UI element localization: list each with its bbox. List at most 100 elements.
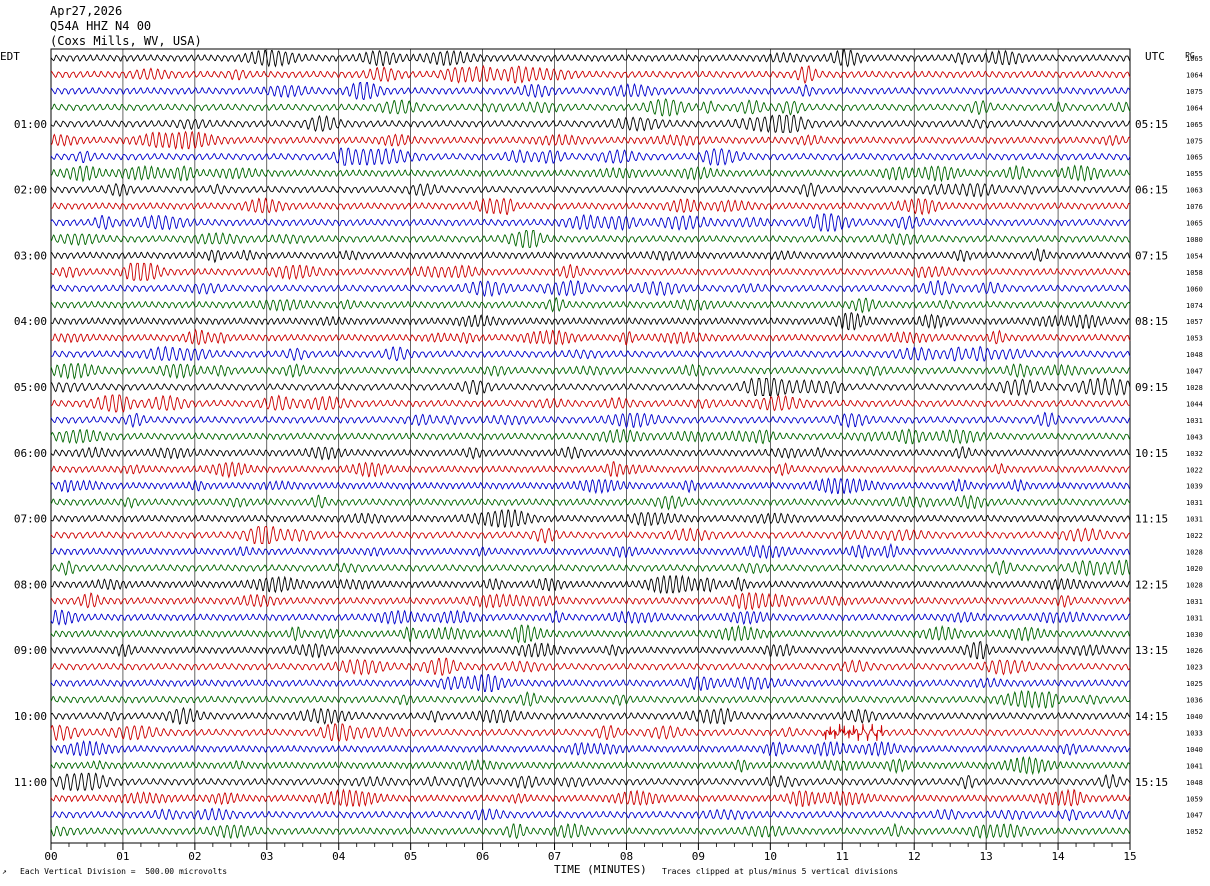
seismic-trace: [50, 428, 1131, 445]
trace-value-label: 1039: [1186, 483, 1203, 491]
plot-frame: [50, 48, 1131, 844]
trace-value-label: 1080: [1186, 236, 1203, 244]
right-hour-label: 07:15: [1135, 249, 1168, 262]
pg-label: PG: [1185, 51, 1195, 60]
left-hour-label: 03:00: [14, 249, 47, 262]
x-tick-label: 06: [476, 850, 489, 863]
seismic-trace: [50, 411, 1131, 429]
trace-value-label: 1026: [1186, 647, 1203, 655]
seismic-trace: [50, 114, 1131, 134]
seismic-trace: [50, 197, 1131, 216]
right-hour-label: 15:15: [1135, 776, 1168, 789]
left-hour-label: 02:00: [14, 184, 47, 197]
label-group: 00 01 02 03 04 05 06 07 08 09 10 11 12 13 14 15 1065 1064…: [14, 55, 1203, 863]
seismic-trace: [50, 182, 1131, 198]
trace-value-label: 1022: [1186, 532, 1203, 540]
seismic-trace: [50, 689, 1131, 709]
clip-note: Traces clipped at plus/minus 5 vertical …: [662, 867, 899, 876]
seismic-trace: [50, 345, 1131, 362]
seismic-trace: [50, 624, 1131, 644]
seismic-trace: [50, 494, 1131, 511]
x-tick-label: 09: [692, 850, 705, 863]
trace-value-label: 1063: [1186, 187, 1203, 195]
trace-value-label: 1031: [1186, 499, 1203, 507]
x-tick-label: 02: [188, 850, 201, 863]
left-hour-label: 04:00: [14, 315, 47, 328]
chart-date: Apr27,2026: [50, 4, 123, 18]
trace-value-label: 1047: [1186, 368, 1203, 376]
trace-value-label: 1057: [1186, 318, 1203, 326]
trace-value-label: 1031: [1186, 598, 1203, 606]
seismic-trace: [50, 213, 1131, 233]
left-hour-label: 09:00: [14, 644, 47, 657]
left-hour-label: 07:00: [14, 513, 47, 526]
seismic-trace: [50, 230, 1131, 249]
left-hour-label: 01:00: [14, 118, 47, 131]
seismic-trace: [50, 48, 1131, 68]
left-hour-label: 11:00: [14, 776, 47, 789]
right-hour-label: 10:15: [1135, 447, 1168, 460]
trace-value-label: 1059: [1186, 795, 1203, 803]
seismic-trace: [50, 164, 1131, 183]
x-tick-label: 14: [1051, 850, 1065, 863]
right-hour-label: 09:15: [1135, 381, 1168, 394]
seismic-trace: [50, 559, 1131, 577]
seismic-trace: [50, 477, 1131, 495]
trace-group: [50, 48, 1131, 840]
seismic-trace: [50, 509, 1131, 528]
left-hour-label: 05:00: [14, 381, 47, 394]
seismic-trace: [50, 822, 1131, 840]
trace-value-label: 1055: [1186, 170, 1203, 178]
trace-value-label: 1043: [1186, 433, 1203, 441]
seismic-trace: [50, 262, 1131, 281]
trace-value-label: 1036: [1186, 697, 1203, 705]
trace-value-label: 1052: [1186, 828, 1203, 836]
trace-value-label: 1020: [1186, 565, 1203, 573]
seismic-trace: [50, 297, 1131, 314]
x-tick-label: 05: [404, 850, 417, 863]
trace-value-label: 1060: [1186, 285, 1203, 293]
trace-value-label: 1075: [1186, 137, 1203, 145]
station-id: Q54A HHZ N4 00: [50, 19, 152, 33]
seismic-trace: [50, 460, 1131, 479]
trace-value-label: 1028: [1186, 549, 1203, 557]
seismic-trace: [50, 673, 1131, 693]
x-tick-label: 08: [620, 850, 633, 863]
trace-value-label: 1028: [1186, 581, 1203, 589]
seismic-trace: [50, 377, 1131, 397]
x-tick-label: 15: [1123, 850, 1136, 863]
seismic-trace: [50, 739, 1131, 757]
trace-value-label: 1076: [1186, 203, 1203, 211]
seismic-trace: [50, 64, 1131, 84]
station-location: (Coxs Mills, WV, USA): [50, 34, 202, 48]
x-tick-label: 13: [980, 850, 993, 863]
seismic-trace: [50, 279, 1131, 298]
seismic-trace: [50, 543, 1131, 560]
trace-value-label: 1022: [1186, 466, 1203, 474]
seismic-trace: [50, 807, 1131, 822]
trace-value-label: 1053: [1186, 335, 1203, 343]
x-tick-label: 12: [908, 850, 921, 863]
edt-label: EDT: [0, 50, 20, 63]
right-hour-label: 08:15: [1135, 315, 1168, 328]
seismic-trace: [50, 641, 1131, 660]
scale-note: Each Vertical Division = 500.00 microvol…: [20, 867, 228, 876]
x-tick-label: 01: [116, 850, 129, 863]
seismic-trace: [50, 328, 1131, 346]
x-tick-label: 07: [548, 850, 561, 863]
trace-value-label: 1065: [1186, 154, 1203, 162]
seismic-trace: [50, 446, 1131, 461]
seismic-trace: [50, 723, 1131, 742]
seismic-trace: [50, 526, 1131, 545]
seismic-trace: [50, 98, 1131, 117]
trace-value-label: 1041: [1186, 762, 1203, 770]
utc-label: UTC: [1145, 50, 1165, 63]
trace-value-label: 1040: [1186, 746, 1203, 754]
right-hour-label: 13:15: [1135, 644, 1168, 657]
trace-value-label: 1054: [1186, 252, 1203, 260]
trace-value-label: 1047: [1186, 812, 1203, 820]
trace-value-label: 1064: [1186, 104, 1203, 112]
trace-value-label: 1074: [1186, 302, 1203, 310]
right-hour-label: 05:15: [1135, 118, 1168, 131]
seismic-trace: [51, 394, 1131, 413]
